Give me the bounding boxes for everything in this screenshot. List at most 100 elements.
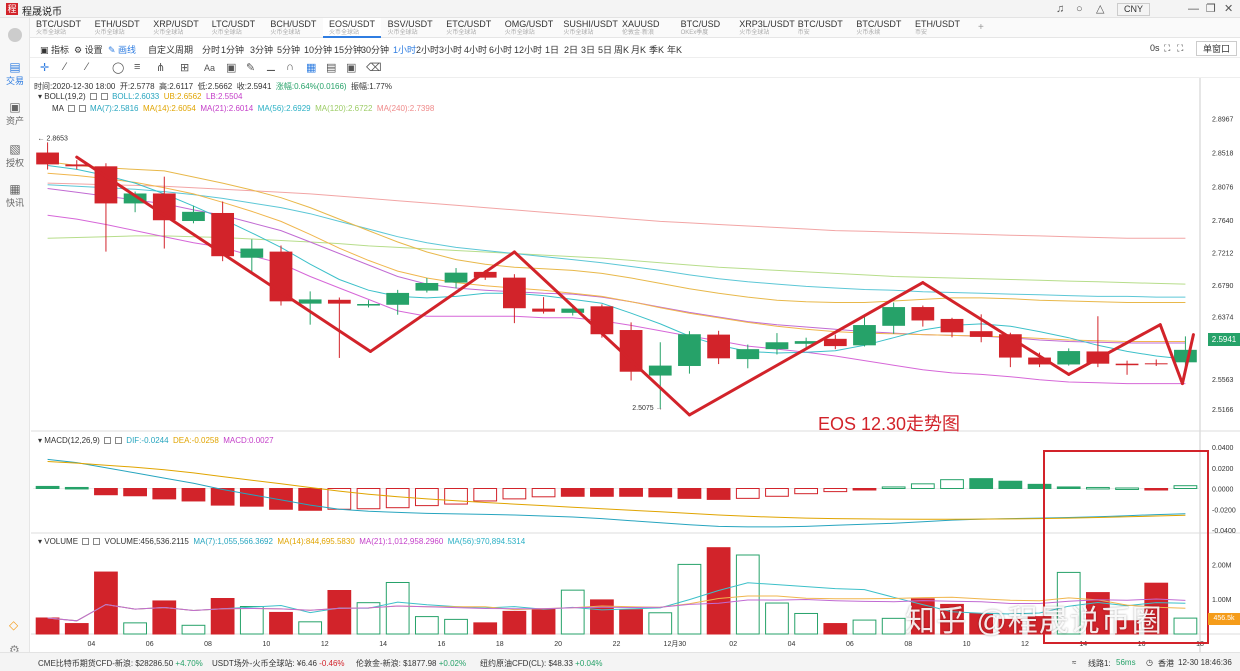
text-icon[interactable]: Aa xyxy=(204,63,216,73)
period-19[interactable]: 季K xyxy=(649,45,665,55)
tab-ltc-usdt[interactable]: LTC/USDT 火币全球站 xyxy=(206,18,264,38)
parallel-icon[interactable]: ⁄ xyxy=(86,61,88,73)
gear-icon[interactable]: ⚙ xyxy=(9,643,20,657)
maximize-icon[interactable]: ❐ xyxy=(1206,3,1216,15)
candle[interactable] xyxy=(473,271,497,278)
tab-sushi-usdt[interactable]: SUSHI/USDT 火币全球站 xyxy=(557,18,618,38)
period-16[interactable]: 5日 xyxy=(598,45,613,55)
tab-btc-usdt[interactable]: BTC/USDT 火币全球站 xyxy=(30,18,88,38)
candle[interactable] xyxy=(882,307,906,326)
ticker-gold[interactable]: 伦敦金-新浪: $1877.98 +0.02% xyxy=(356,659,467,668)
connection-line[interactable]: 线路1: xyxy=(1088,659,1111,668)
candle[interactable] xyxy=(940,318,964,333)
period-10[interactable]: 4小时 xyxy=(464,45,488,55)
candle[interactable] xyxy=(678,334,701,366)
shirt-icon[interactable]: △ xyxy=(1096,3,1105,15)
candle[interactable] xyxy=(1174,349,1197,363)
circle-icon[interactable]: ◯ xyxy=(112,62,125,74)
period-18[interactable]: 月K xyxy=(631,45,647,55)
candle[interactable] xyxy=(182,211,205,222)
diamond-icon[interactable]: ◇ xyxy=(9,618,19,632)
tab-omg-usdt[interactable]: OMG/USDT 火币全球站 xyxy=(499,18,557,38)
candle[interactable] xyxy=(94,166,118,204)
bell-icon[interactable]: ♫ xyxy=(1056,3,1065,15)
pattern-icon[interactable]: ▣ xyxy=(226,62,237,74)
period-3[interactable]: 5分钟 xyxy=(277,45,301,55)
drawline-button[interactable]: ✎ 画线 xyxy=(108,45,137,55)
candle[interactable] xyxy=(765,342,789,350)
candle[interactable] xyxy=(123,193,147,204)
candle[interactable] xyxy=(36,152,59,165)
eye-icon[interactable] xyxy=(67,105,75,113)
candle[interactable] xyxy=(1144,363,1168,365)
candle[interactable] xyxy=(853,325,876,346)
expand-icon[interactable]: ⛶ xyxy=(1177,43,1184,53)
minimize-icon[interactable]: — xyxy=(1188,3,1199,15)
pitchfork-icon[interactable]: ⋔ xyxy=(156,62,166,74)
period-6[interactable]: 30分钟 xyxy=(361,45,390,55)
indicator-button[interactable]: ▣ 指标 xyxy=(40,45,70,55)
sidebar-item-news[interactable]: ▦ 快讯 xyxy=(0,182,30,209)
period-5[interactable]: 15分钟 xyxy=(334,45,363,55)
search-icon[interactable]: ○ xyxy=(1076,3,1083,15)
candle[interactable] xyxy=(736,349,760,360)
period-17[interactable]: 周K xyxy=(614,45,630,55)
fullscreen-icon[interactable]: ⛶ xyxy=(1164,43,1171,53)
tab-eos-usdt[interactable]: EOS/USDT 火币全球站 xyxy=(323,18,381,38)
currency-select[interactable]: CNY xyxy=(1117,3,1151,16)
candle[interactable] xyxy=(707,334,730,359)
candle[interactable] xyxy=(415,282,439,291)
tab-bsv-usdt[interactable]: BSV/USDT 火币全球站 xyxy=(382,18,440,38)
close-icon[interactable]: ✕ xyxy=(1224,3,1234,15)
candle[interactable] xyxy=(298,299,322,304)
eye-icon[interactable] xyxy=(82,538,90,546)
candle[interactable] xyxy=(590,306,614,335)
period-2[interactable]: 3分钟 xyxy=(250,45,274,55)
candle[interactable] xyxy=(1057,351,1081,365)
custom-period-button[interactable]: 自定义周期 xyxy=(148,45,194,55)
sidebar-item-auth[interactable]: ▧ 授权 xyxy=(0,142,30,169)
period-8[interactable]: 2小时 xyxy=(416,45,440,55)
add-tab-icon[interactable]: + xyxy=(978,22,984,33)
eye-icon[interactable] xyxy=(89,93,97,101)
tab-bch-usdt[interactable]: BCH/USDT 火币全球站 xyxy=(264,18,322,38)
period-14[interactable]: 2日 xyxy=(564,45,579,55)
period-11[interactable]: 6小时 xyxy=(489,45,513,55)
candle[interactable] xyxy=(969,331,993,337)
close-icon[interactable] xyxy=(115,437,123,445)
period-7[interactable]: 1小时 xyxy=(393,45,417,55)
candle[interactable] xyxy=(65,164,89,167)
avatar[interactable] xyxy=(8,28,22,42)
screenshot-icon[interactable]: ▣ xyxy=(346,62,357,74)
candle[interactable] xyxy=(532,308,555,312)
period-15[interactable]: 3日 xyxy=(581,45,596,55)
candle[interactable] xyxy=(503,277,526,309)
candle[interactable] xyxy=(211,212,235,257)
candle[interactable] xyxy=(648,365,672,376)
close-icon[interactable] xyxy=(93,538,101,546)
candle[interactable] xyxy=(911,307,935,321)
close-icon[interactable] xyxy=(78,105,86,113)
period-12[interactable]: 12小时 xyxy=(514,45,543,55)
period-13[interactable]: 1日 xyxy=(545,45,560,55)
period-1[interactable]: 1分钟 xyxy=(221,45,245,55)
trendline-icon[interactable]: ∕ xyxy=(64,61,66,73)
candle[interactable] xyxy=(794,341,818,344)
candle[interactable] xyxy=(327,299,351,304)
candle[interactable] xyxy=(1115,363,1139,366)
ticker-usdt[interactable]: USDT场外-火币全球站: ¥6.46 -0.46% xyxy=(212,659,345,668)
visibility-icon[interactable]: ▤ xyxy=(326,62,337,74)
sidebar-item-trade[interactable]: ▤ 交易 xyxy=(0,60,30,87)
brush-icon[interactable]: ✎ xyxy=(246,62,256,74)
tab-xrp-usdt[interactable]: XRP/USDT 火币全球站 xyxy=(147,18,205,38)
tab-eth-usdt[interactable]: ETH/USDT 火币全球站 xyxy=(89,18,147,38)
candle[interactable] xyxy=(619,330,643,372)
sidebar-item-assets[interactable]: ▣ 资产 xyxy=(0,100,30,127)
layout-select[interactable]: 单窗口 xyxy=(1196,41,1238,56)
lock-icon[interactable]: ▦ xyxy=(306,62,317,74)
candle[interactable] xyxy=(561,308,585,313)
ticker-oil[interactable]: 纽约原油CFD(CL): $48.33 +0.04% xyxy=(480,659,603,668)
grid-icon[interactable]: ⊞ xyxy=(180,62,190,74)
candle[interactable] xyxy=(1028,357,1051,365)
